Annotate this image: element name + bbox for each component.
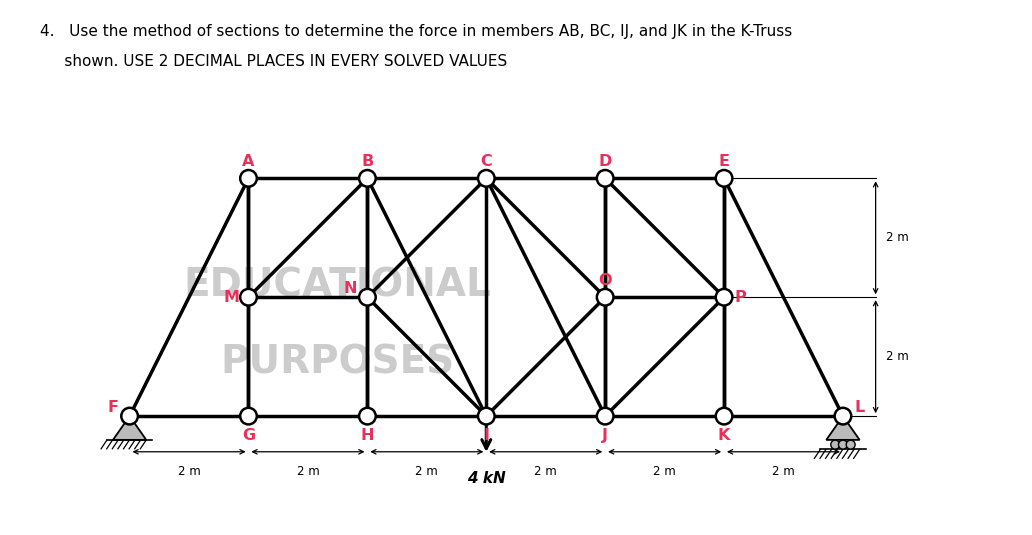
Text: 4.   Use the method of sections to determine the force in members AB, BC, IJ, an: 4. Use the method of sections to determi… — [40, 24, 793, 39]
Text: 2 m: 2 m — [886, 231, 909, 244]
Text: F: F — [107, 400, 119, 415]
Polygon shape — [827, 416, 860, 440]
Text: N: N — [344, 281, 357, 296]
Circle shape — [596, 170, 613, 187]
Text: K: K — [718, 427, 731, 442]
Text: E: E — [718, 154, 730, 169]
Text: B: B — [361, 154, 374, 169]
Text: D: D — [599, 154, 612, 169]
Text: G: G — [241, 427, 255, 442]
Circle shape — [596, 289, 613, 305]
Polygon shape — [112, 416, 147, 440]
Text: 2 m: 2 m — [886, 350, 909, 363]
Circle shape — [122, 408, 138, 424]
Text: I: I — [483, 427, 489, 442]
Circle shape — [359, 170, 376, 187]
Circle shape — [240, 408, 257, 424]
Text: M: M — [224, 290, 239, 305]
Text: L: L — [854, 400, 865, 415]
Circle shape — [478, 170, 494, 187]
Circle shape — [716, 170, 733, 187]
Circle shape — [835, 408, 851, 424]
Text: P: P — [735, 290, 746, 305]
Text: C: C — [481, 154, 492, 169]
Text: O: O — [599, 273, 612, 288]
Circle shape — [596, 408, 613, 424]
Text: 2 m: 2 m — [772, 465, 795, 478]
Circle shape — [240, 170, 257, 187]
Text: J: J — [602, 427, 608, 442]
Text: shown. USE 2 DECIMAL PLACES IN EVERY SOLVED VALUES: shown. USE 2 DECIMAL PLACES IN EVERY SOL… — [40, 54, 508, 68]
Text: 2 m: 2 m — [416, 465, 439, 478]
Text: H: H — [360, 427, 375, 442]
Text: EDUCATIONAL: EDUCATIONAL — [184, 266, 491, 304]
Circle shape — [359, 289, 376, 305]
Text: A: A — [243, 154, 255, 169]
Circle shape — [716, 408, 733, 424]
Text: 4 kN: 4 kN — [466, 471, 506, 486]
Text: PURPOSES: PURPOSES — [221, 343, 455, 381]
Text: 2 m: 2 m — [296, 465, 319, 478]
Circle shape — [846, 440, 856, 449]
Circle shape — [240, 289, 257, 305]
Circle shape — [359, 408, 376, 424]
Circle shape — [838, 440, 847, 449]
Circle shape — [831, 440, 840, 449]
Circle shape — [478, 408, 494, 424]
Text: 2 m: 2 m — [535, 465, 557, 478]
Circle shape — [716, 289, 733, 305]
Text: 2 m: 2 m — [653, 465, 676, 478]
Text: 2 m: 2 m — [178, 465, 200, 478]
